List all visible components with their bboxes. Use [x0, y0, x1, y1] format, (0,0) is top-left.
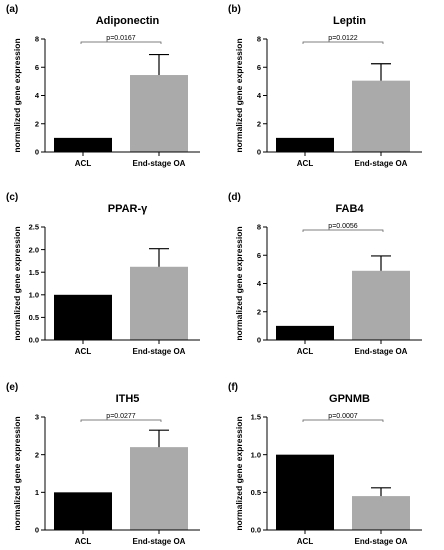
chart-title: GPNMB: [329, 393, 370, 405]
y-tick-label: 0: [257, 336, 261, 345]
bar-end-stage-oa: [130, 447, 188, 530]
y-tick-label: 8: [35, 35, 39, 44]
chart-panel-2: (b) Leptin normalized gene expression 0 2 4 6 8…: [228, 4, 422, 168]
y-axis-label: normalized gene expression: [12, 38, 22, 152]
chart-panel-4: (d) FAB4 normalized gene expression 0 2 4 6 8 AC…: [228, 192, 422, 356]
x-tick-label: ACL: [297, 537, 314, 546]
y-tick-label: 0: [257, 148, 261, 157]
x-tick-label: End-stage OA: [355, 537, 408, 546]
significance-bracket: [302, 229, 384, 232]
x-tick-label: End-stage OA: [355, 159, 408, 168]
significance-bracket: [80, 41, 162, 44]
bar-end-stage-oa: [130, 266, 188, 340]
chart-title: PPAR-γ: [108, 203, 148, 215]
panel-letter: (f): [228, 382, 238, 393]
x-tick-label: ACL: [297, 347, 314, 356]
y-tick-label: 0.5: [29, 313, 39, 322]
bar-acl: [276, 137, 334, 152]
y-axis-label: normalized gene expression: [234, 226, 244, 340]
bar-end-stage-oa: [130, 75, 188, 152]
y-tick-label: 1.5: [29, 268, 39, 277]
panel-letter: (b): [228, 4, 241, 15]
y-tick-label: 1: [35, 488, 39, 497]
p-value-annotation: p=0.0007: [328, 413, 357, 420]
y-tick-label: 8: [257, 223, 261, 232]
y-tick-label: 2.0: [29, 245, 39, 254]
bar-end-stage-oa: [352, 270, 410, 340]
chart-title: Adiponectin: [96, 15, 160, 27]
x-tick-label: ACL: [75, 159, 92, 168]
y-tick-label: 0: [35, 526, 39, 535]
chart-panel-1: (a) Adiponectin normalized gene expression…: [6, 4, 200, 168]
y-tick-label: 0.0: [29, 336, 39, 345]
y-tick-label: 2: [35, 119, 39, 128]
y-tick-label: 3: [35, 413, 39, 422]
y-axis-label: normalized gene expression: [12, 226, 22, 340]
x-tick-label: ACL: [75, 537, 92, 546]
x-tick-label: End-stage OA: [133, 159, 186, 168]
y-tick-label: 1.0: [29, 291, 39, 300]
y-tick-label: 0.0: [251, 526, 261, 535]
bar-end-stage-oa: [352, 80, 410, 152]
x-tick-label: End-stage OA: [133, 537, 186, 546]
chart-panel-5: (e) ITH5 normalized gene expression 0 1 2 3 ACL…: [6, 382, 200, 546]
panel-letter: (d): [228, 192, 241, 203]
panel-letter: (c): [6, 192, 18, 203]
y-tick-label: 4: [35, 91, 40, 100]
bar-acl: [54, 492, 112, 530]
x-tick-label: ACL: [297, 159, 314, 168]
p-value-annotation: p=0.0277: [106, 413, 135, 420]
y-tick-label: 6: [35, 63, 39, 72]
y-tick-label: 4: [257, 91, 262, 100]
y-tick-label: 2: [35, 450, 39, 459]
chart-panel-6: (f) GPNMB normalized gene expression 0.0 0.5…: [228, 382, 422, 546]
chart-title: ITH5: [116, 393, 140, 405]
y-axis-label: normalized gene expression: [12, 416, 22, 530]
y-tick-label: 1.5: [251, 413, 261, 422]
bar-acl: [276, 325, 334, 340]
significance-bracket: [302, 41, 384, 44]
significance-bracket: [80, 419, 162, 422]
y-tick-label: 2: [257, 307, 261, 316]
chart-panel-3: (c) PPAR-γ normalized gene expression 0.0 0.…: [6, 192, 200, 356]
y-tick-label: 6: [257, 63, 261, 72]
bar-acl: [54, 137, 112, 152]
y-tick-label: 0: [35, 148, 39, 157]
panel-letter: (e): [6, 382, 18, 393]
y-tick-label: 4: [257, 279, 262, 288]
x-tick-label: End-stage OA: [133, 347, 186, 356]
y-tick-label: 2: [257, 119, 261, 128]
significance-bracket: [302, 419, 384, 422]
y-tick-label: 2.5: [29, 223, 39, 232]
bar-acl: [54, 294, 112, 340]
p-value-annotation: p=0.0056: [328, 223, 357, 230]
y-axis-label: normalized gene expression: [234, 38, 244, 152]
x-tick-label: ACL: [75, 347, 92, 356]
y-tick-label: 6: [257, 251, 261, 260]
p-value-annotation: p=0.0122: [328, 35, 357, 42]
chart-title: Leptin: [333, 15, 366, 27]
y-tick-label: 1.0: [251, 450, 261, 459]
panel-letter: (a): [6, 4, 18, 15]
y-tick-label: 0.5: [251, 488, 261, 497]
y-tick-label: 8: [257, 35, 261, 44]
bar-end-stage-oa: [352, 496, 410, 530]
bar-acl: [276, 454, 334, 530]
p-value-annotation: p=0.0167: [106, 35, 135, 42]
chart-title: FAB4: [335, 203, 364, 215]
y-axis-label: normalized gene expression: [234, 416, 244, 530]
x-tick-label: End-stage OA: [355, 347, 408, 356]
